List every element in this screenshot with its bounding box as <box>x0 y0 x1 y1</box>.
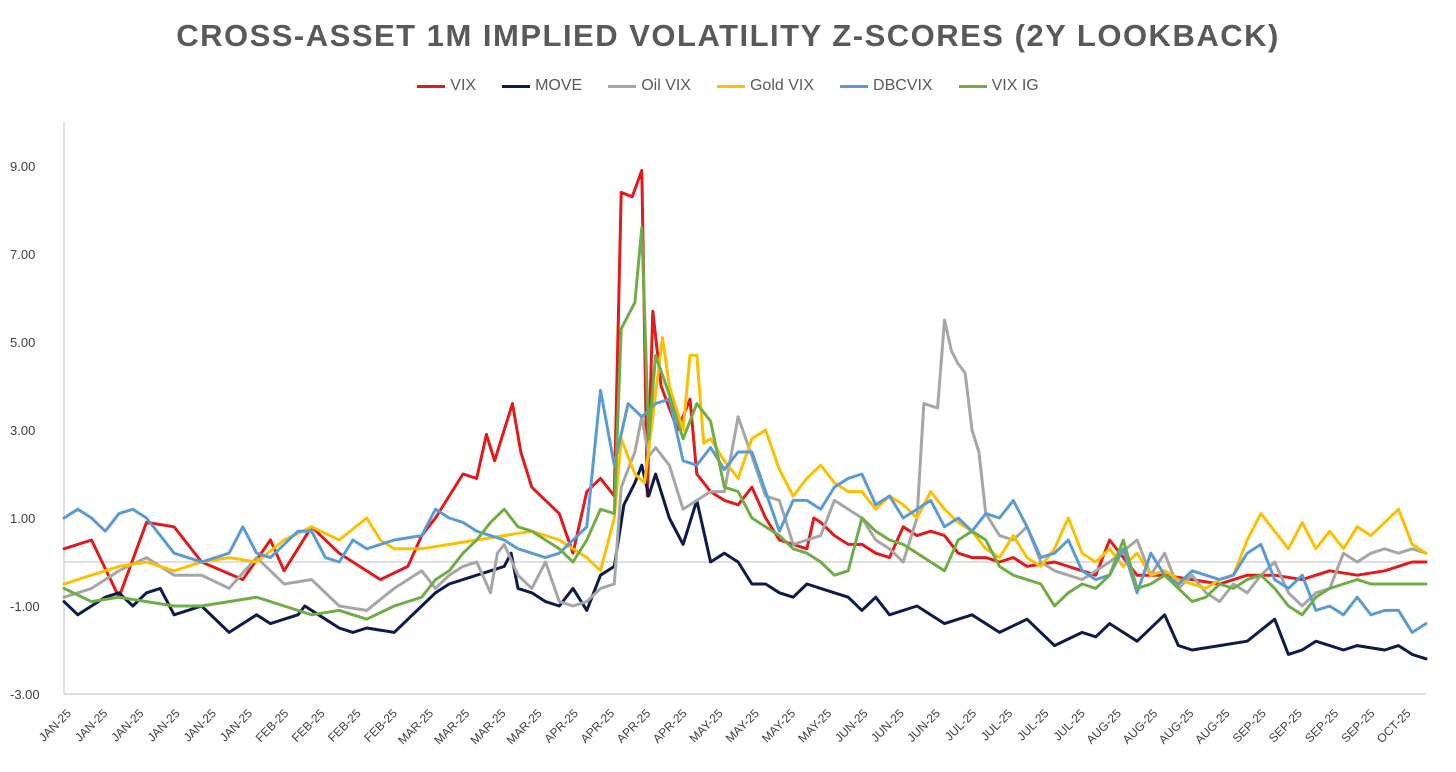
x-tick-label: AUG-25 <box>1120 706 1161 747</box>
series-line-dbcvix <box>62 388 1428 634</box>
y-tick-label: -1.00 <box>10 599 40 614</box>
x-tick-label: MAY-25 <box>687 706 726 745</box>
legend-swatch <box>608 84 637 88</box>
axes: 9.007.005.003.001.00-1.00-3.00JAN-25JAN-… <box>10 122 1426 747</box>
legend-label: VIX <box>450 77 477 94</box>
legend-swatch <box>840 84 869 88</box>
legend-swatch <box>502 84 531 88</box>
legend-swatch <box>417 84 446 88</box>
x-tick-label: MAY-25 <box>795 706 834 745</box>
x-tick-label: FEB-25 <box>253 706 292 745</box>
x-tick-label: JUL-25 <box>942 706 979 743</box>
x-tick-label: FEB-25 <box>289 706 328 745</box>
legend-label: VIX IG <box>991 77 1039 94</box>
x-tick-label: JUL-25 <box>1014 706 1051 743</box>
legend-label: DBCVIX <box>873 77 933 94</box>
legend-label: MOVE <box>535 77 583 94</box>
x-tick-label: SEP-25 <box>1302 706 1341 745</box>
series-line-vix <box>62 168 1428 599</box>
x-tick-label: JUL-25 <box>978 706 1015 743</box>
x-tick-label: AUG-25 <box>1083 706 1124 747</box>
x-tick-label: OCT-25 <box>1374 706 1414 746</box>
y-tick-label: 9.00 <box>10 159 35 174</box>
legend-swatch <box>958 84 987 88</box>
x-tick-label: JUL-25 <box>1051 706 1088 743</box>
x-tick-label: JUN-25 <box>904 706 943 745</box>
legend-swatch <box>716 84 745 88</box>
series-lines <box>62 168 1428 661</box>
x-tick-label: JAN-25 <box>108 706 146 744</box>
legend-item-vix: VIX <box>417 77 476 95</box>
series-line-vix-ig <box>62 226 1428 621</box>
x-tick-label: JUN-25 <box>868 706 907 745</box>
x-tick-label: SEP-25 <box>1338 706 1377 745</box>
x-tick-label: FEB-25 <box>325 706 364 745</box>
x-tick-label: JAN-25 <box>145 706 183 744</box>
legend-label: Gold VIX <box>749 77 815 94</box>
series-line-gold-vix <box>62 336 1428 590</box>
legend-label: Oil VIX <box>641 77 691 94</box>
x-tick-label: APR-25 <box>541 706 581 746</box>
x-tick-label: MAY-25 <box>723 706 762 745</box>
y-tick-label: 1.00 <box>10 511 35 526</box>
series-line-move <box>62 463 1428 661</box>
legend-item-move: MOVE <box>502 77 582 95</box>
x-tick-label: AUG-25 <box>1156 706 1197 747</box>
y-tick-label: 7.00 <box>10 247 35 262</box>
x-tick-label: JAN-25 <box>217 706 255 744</box>
y-tick-label: -3.00 <box>10 687 40 702</box>
x-tick-label: JUN-25 <box>832 706 871 745</box>
legend-item-dbcvix: DBCVIX <box>840 77 933 95</box>
x-tick-label: MAR-25 <box>395 706 436 747</box>
x-tick-label: APR-25 <box>614 706 654 746</box>
y-tick-label: 5.00 <box>10 335 35 350</box>
x-tick-label: JAN-25 <box>36 706 74 744</box>
legend: VIX MOVE Oil VIX Gold VIX DBCVIX VIX IG <box>0 77 1456 95</box>
x-tick-label: MAR-25 <box>431 706 472 747</box>
x-tick-label: JAN-25 <box>181 706 219 744</box>
legend-item-vix-ig: VIX IG <box>958 77 1039 95</box>
x-tick-label: SEP-25 <box>1230 706 1269 745</box>
x-tick-label: MAR-25 <box>468 706 509 747</box>
x-tick-label: MAR-25 <box>504 706 545 747</box>
legend-item-oil-vix: Oil VIX <box>608 77 691 95</box>
x-tick-label: MAY-25 <box>759 706 798 745</box>
x-tick-label: APR-25 <box>650 706 690 746</box>
x-tick-label: APR-25 <box>578 706 618 746</box>
series-line-oil-vix <box>62 318 1428 612</box>
x-tick-label: AUG-25 <box>1192 706 1233 747</box>
legend-item-gold-vix: Gold VIX <box>716 77 815 95</box>
chart-title: CROSS-ASSET 1M IMPLIED VOLATILITY Z-SCOR… <box>176 18 1280 53</box>
x-tick-label: JAN-25 <box>72 706 110 744</box>
x-tick-label: SEP-25 <box>1266 706 1305 745</box>
y-tick-label: 3.00 <box>10 423 35 438</box>
x-tick-label: FEB-25 <box>361 706 400 745</box>
